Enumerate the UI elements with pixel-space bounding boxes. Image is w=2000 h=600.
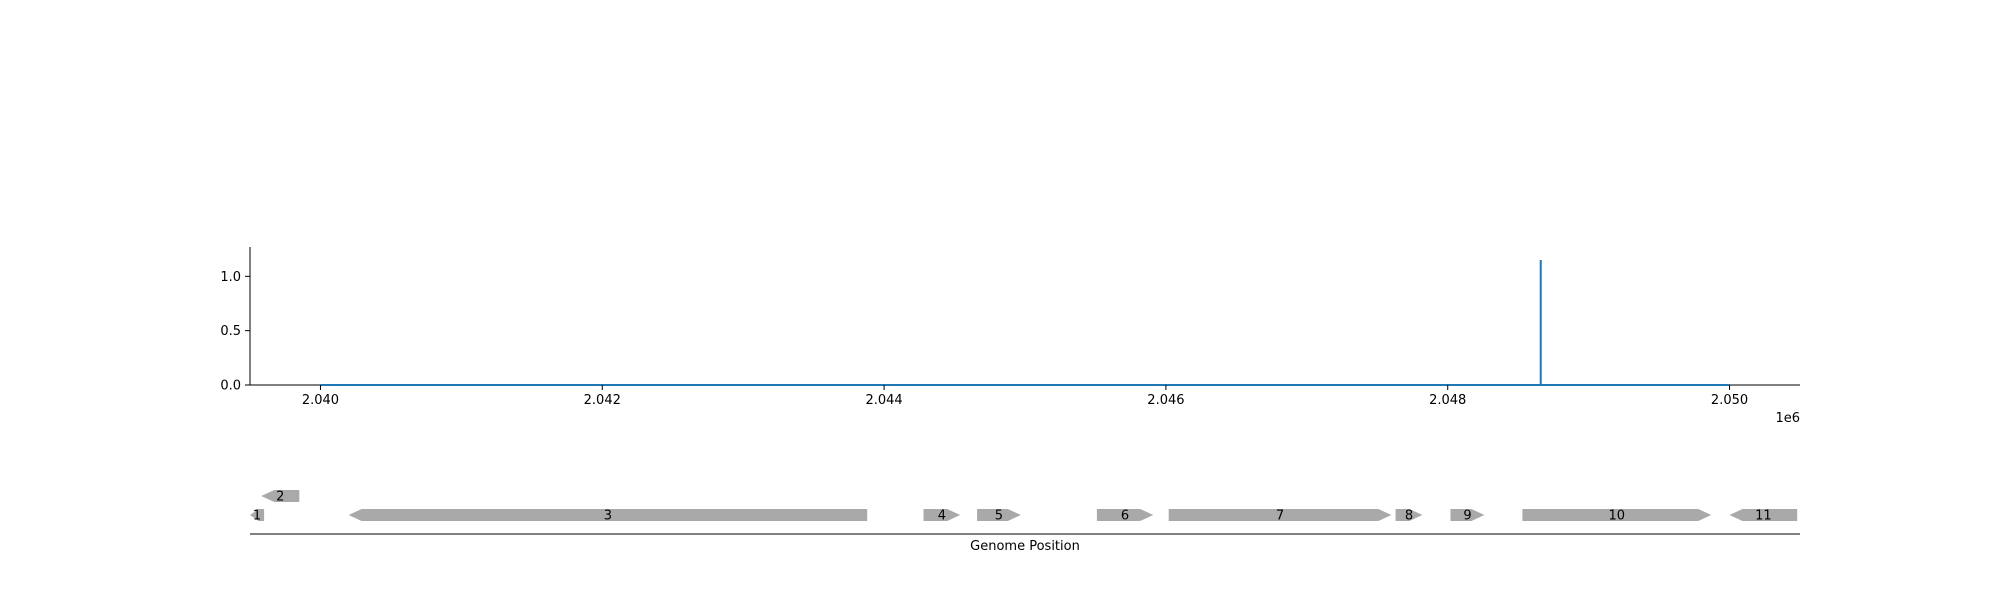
x-tick-label: 2.046 — [1147, 393, 1184, 408]
gene-feature-9 — [1450, 509, 1485, 521]
coverage-line-series-0 — [320, 260, 1730, 386]
gene-label-4: 4 — [938, 509, 946, 524]
gene-track: 12 3 4 5 6 7 8 9 10 11 Genome Position — [250, 490, 1800, 554]
y-tick-label: 0.0 — [220, 379, 241, 394]
gene-feature-7 — [1168, 509, 1392, 521]
x-tick-label: 2.042 — [584, 393, 621, 408]
gene-feature-8 — [1395, 509, 1423, 521]
gene-label-3: 3 — [604, 509, 612, 524]
gene-feature-3 — [348, 509, 868, 521]
y-tick-label: 1.0 — [220, 270, 241, 285]
gene-label-1: 1 — [253, 509, 261, 524]
x-tick-label: 2.048 — [1429, 393, 1466, 408]
gene-label-6: 6 — [1121, 509, 1129, 524]
x-tick-label: 2.044 — [865, 393, 902, 408]
gene-feature-4 — [923, 509, 961, 521]
gene-label-8: 8 — [1405, 509, 1413, 524]
coverage-plot: 2.040 2.042 2.044 2.046 2.048 2.050 0.0 0.5 1.0 1… — [220, 247, 1800, 426]
x-axis-label: Genome Position — [970, 539, 1080, 554]
gene-feature-5 — [977, 509, 1021, 521]
gene-label-9: 9 — [1463, 509, 1471, 524]
gene-label-2: 2 — [276, 490, 284, 505]
gene-feature-2 — [261, 490, 300, 502]
x-tick-label: 2.050 — [1711, 393, 1748, 408]
gene-label-10: 10 — [1609, 509, 1626, 524]
gene-label-5: 5 — [995, 509, 1003, 524]
x-offset-label: 1e6 — [1775, 411, 1800, 426]
gene-feature-6 — [1096, 509, 1154, 521]
gene-label-11: 11 — [1755, 509, 1772, 524]
gene-label-7: 7 — [1276, 509, 1284, 524]
y-tick-label: 0.5 — [220, 324, 241, 339]
x-tick-label: 2.040 — [302, 393, 339, 408]
gene-feature-10 — [1522, 509, 1712, 521]
gene-feature-11 — [1729, 509, 1798, 521]
gene-feature-1 — [250, 509, 265, 521]
